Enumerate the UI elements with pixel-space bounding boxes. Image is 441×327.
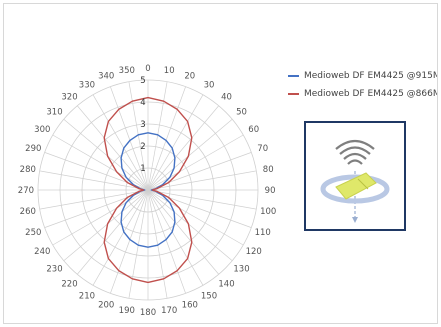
grid-spoke [147, 189, 168, 299]
series-line-1 [103, 96, 193, 284]
angle-tick-label: 200 [98, 301, 114, 311]
wave-arc-icon [347, 159, 363, 165]
series-layer [103, 96, 193, 284]
rotation-ring-icon [320, 174, 390, 204]
grid-spoke [128, 189, 149, 299]
angle-tick-label: 160 [182, 301, 198, 311]
angle-tick-label: 210 [79, 292, 95, 302]
grid-spoke [77, 105, 149, 191]
angle-tick-label: 90 [265, 186, 276, 196]
wave-arc-icon [335, 139, 375, 150]
angle-tick-label: 350 [119, 66, 135, 76]
grid-spoke [39, 189, 149, 210]
tag-body-icon [335, 172, 377, 200]
angle-tick-label: 260 [20, 207, 36, 217]
grid-spoke [147, 86, 186, 191]
angle-tick-label: 30 [204, 80, 215, 90]
arrow-down-icon [352, 217, 358, 223]
radial-tick-labels: 1 2 3 4 5 [140, 76, 145, 174]
angle-tick-label: 60 [248, 125, 259, 135]
angle-tick-label: 70 [257, 144, 268, 154]
legend-swatch-866 [288, 93, 299, 95]
grid-spoke [52, 134, 149, 191]
grid-spoke [77, 189, 149, 275]
legend-label-866: Medioweb DF EM4425 @866MHz [304, 89, 438, 99]
angle-tick-label: 270 [18, 186, 34, 196]
angle-tick-label: 250 [25, 228, 41, 238]
angular-grid [38, 80, 258, 300]
angle-tick-label: 280 [20, 165, 36, 175]
grid-spoke [147, 170, 257, 191]
legend-swatch-915 [288, 75, 299, 77]
grid-spoke [147, 94, 204, 191]
angle-tick-label: 20 [184, 71, 195, 81]
angle-tick-label: 190 [119, 306, 135, 316]
angle-tick-label: 170 [161, 306, 177, 316]
angle-tick-label: 140 [218, 280, 234, 290]
grid-spoke [147, 189, 186, 294]
grid-spoke [110, 86, 149, 191]
grid-spoke [147, 189, 204, 286]
angle-tick-label: 180 [140, 308, 156, 318]
angle-tick-label: 240 [34, 247, 50, 257]
radial-tick-label: 5 [140, 76, 145, 86]
grid-spoke [39, 170, 149, 191]
grid-spoke [63, 189, 149, 261]
angle-tick-label: 220 [61, 280, 77, 290]
angle-tick-label: 110 [255, 228, 271, 238]
grid-spoke [147, 81, 168, 191]
grid-spoke [147, 105, 219, 191]
wave-arc-icon [339, 146, 371, 155]
grid-spoke [63, 119, 149, 191]
grid-spoke [147, 134, 244, 191]
angle-tick-label: 0 [145, 64, 150, 74]
series-line-0 [120, 132, 176, 248]
grid-spoke [92, 94, 149, 191]
grid-spoke [52, 189, 149, 246]
angle-tick-label: 310 [46, 108, 62, 118]
angle-tick-label: 10 [164, 66, 175, 76]
angle-tick-label: 330 [79, 80, 95, 90]
radial-tick-label: 2 [140, 142, 145, 152]
radial-tick-label: 1 [140, 164, 145, 174]
rfid-tag-orientation-icon [320, 139, 390, 223]
legend-item-866: Medioweb DF EM4425 @866MHz [288, 87, 438, 101]
radial-tick-label: 3 [140, 120, 145, 130]
angle-tick-label: 290 [25, 144, 41, 154]
angle-tick-label: 340 [98, 71, 114, 81]
grid-spoke [128, 81, 149, 191]
angle-tick-label: 320 [61, 93, 77, 103]
radial-tick-label: 4 [140, 98, 145, 108]
angle-tick-label: 80 [263, 165, 274, 175]
grid-spoke [147, 189, 257, 210]
grid-spoke [92, 189, 149, 286]
tag-chip-icon [357, 178, 369, 190]
angle-tick-label: 40 [221, 93, 232, 103]
angle-tick-label: 130 [233, 265, 249, 275]
grid-spoke [110, 189, 149, 294]
wave-arc-icon [343, 152, 367, 160]
angle-tick-label: 150 [201, 292, 217, 302]
angle-tick-label: 100 [260, 207, 276, 217]
angle-tick-label: 120 [246, 247, 262, 257]
legend-label-915: Medioweb DF EM4425 @915MHz [304, 71, 438, 81]
angle-tick-label: 50 [236, 108, 247, 118]
grid-spoke [147, 189, 233, 261]
legend-item-915: Medioweb DF EM4425 @915MHz [288, 69, 438, 83]
tag-orientation-box [304, 121, 406, 231]
angle-tick-label: 230 [46, 265, 62, 275]
angle-tick-label: 300 [34, 125, 50, 135]
grid-spoke [147, 189, 244, 246]
chart-frame: 0 10 20 30 40 50 60 70 80 90 100 110 120 130 140 150 160… [3, 3, 438, 324]
grid-spoke [147, 189, 219, 275]
grid-spoke [147, 119, 233, 191]
